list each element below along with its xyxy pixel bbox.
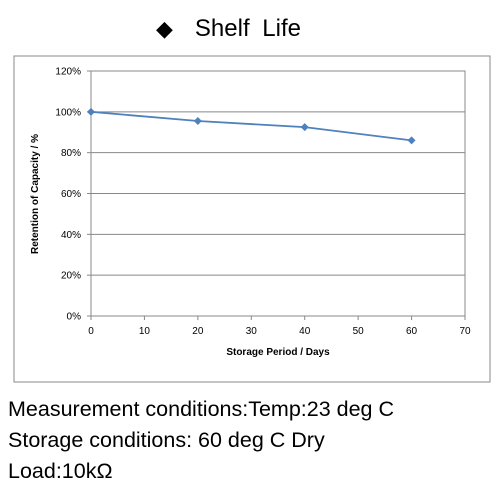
chart-title: Shelf Life: [194, 15, 301, 42]
x-tick-label: 10: [139, 326, 151, 337]
y-tick-label: 80%: [61, 148, 81, 159]
data-point-marker: [407, 136, 416, 145]
x-tick-label: 30: [246, 326, 258, 337]
y-tick-label: 20%: [61, 271, 81, 282]
data-point-marker: [193, 117, 202, 126]
x-tick-label: 70: [459, 326, 471, 337]
x-tick-label: 20: [192, 326, 204, 337]
load-note: Load:10kΩ: [8, 459, 113, 483]
diamond-bullet-icon: ◆: [156, 16, 173, 41]
line-chart: 0% 20% 40% 60% 80% 100% 120% 0 10 20 30 40 50 60 70 R…: [13, 55, 491, 383]
y-tick-label: 100%: [55, 107, 81, 118]
x-tick-label: 40: [299, 326, 311, 337]
y-axis-label: Retention of Capacity / %: [30, 134, 41, 254]
data-point-marker: [300, 123, 309, 132]
y-tick-label: 60%: [61, 189, 81, 200]
y-axis-ticks: 0% 20% 40% 60% 80% 100% 120%: [55, 67, 91, 323]
x-tick-label: 0: [88, 326, 94, 337]
y-tick-label: 40%: [61, 230, 81, 241]
series-group: [87, 107, 416, 145]
storage-conditions-note: Storage conditions: 60 deg C Dry: [8, 428, 325, 452]
x-tick-label: 50: [353, 326, 365, 337]
y-tick-label: 120%: [55, 67, 81, 78]
chart-heading: ◆ Shelf Life: [156, 14, 301, 44]
x-axis-label: Storage Period / Days: [226, 347, 330, 358]
data-point-marker: [87, 107, 95, 116]
x-axis-ticks: 0 10 20 30 40 50 60 70: [88, 316, 471, 337]
gridlines: [91, 111, 465, 276]
series-line: [90, 110, 412, 142]
chart-frame: [13, 55, 491, 383]
measurement-conditions-note: Measurement conditions:Temp:23 deg C: [8, 397, 395, 421]
y-tick-label: 0%: [67, 312, 82, 323]
x-tick-label: 60: [406, 326, 418, 337]
